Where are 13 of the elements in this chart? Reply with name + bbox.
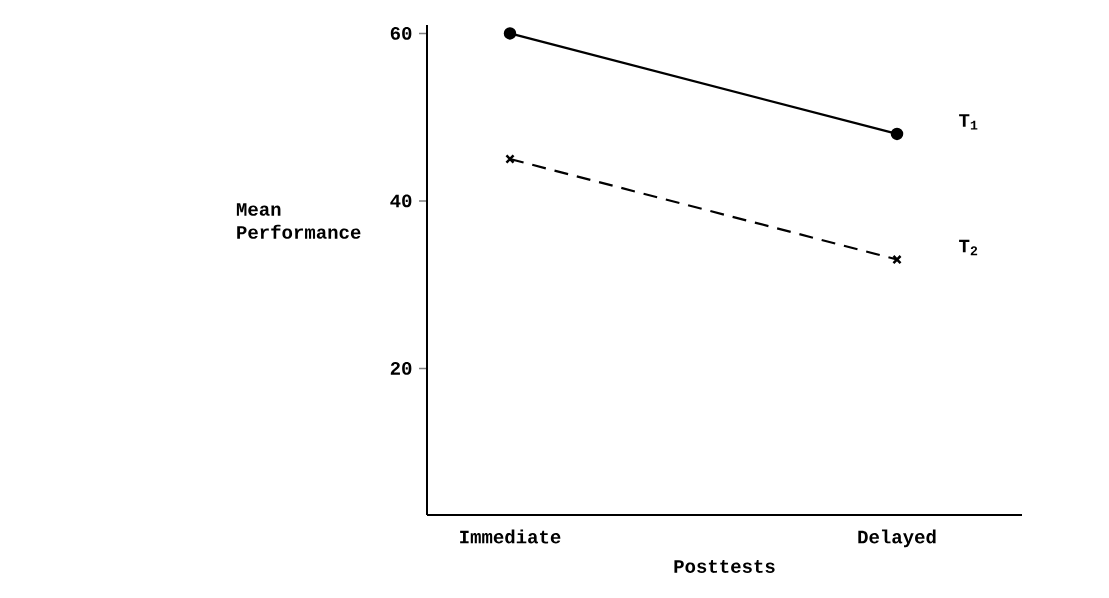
y-tick-label: 20: [390, 361, 412, 375]
point: [892, 254, 902, 265]
point: [503, 27, 517, 40]
text: T$_{1}$: [959, 114, 978, 130]
x-tick-label: Immediate: [460, 529, 561, 544]
x-tick-label: Delayed: [858, 529, 936, 548]
point: [505, 154, 515, 164]
x-axis-title: Posttests: [674, 560, 775, 573]
y-tick-label: 60: [390, 26, 412, 40]
y-tick-label: 40: [390, 194, 412, 208]
point: [890, 127, 904, 141]
y-axis-title: Mean Performance: [236, 203, 361, 239]
text: T$_{2}$: [959, 239, 978, 256]
